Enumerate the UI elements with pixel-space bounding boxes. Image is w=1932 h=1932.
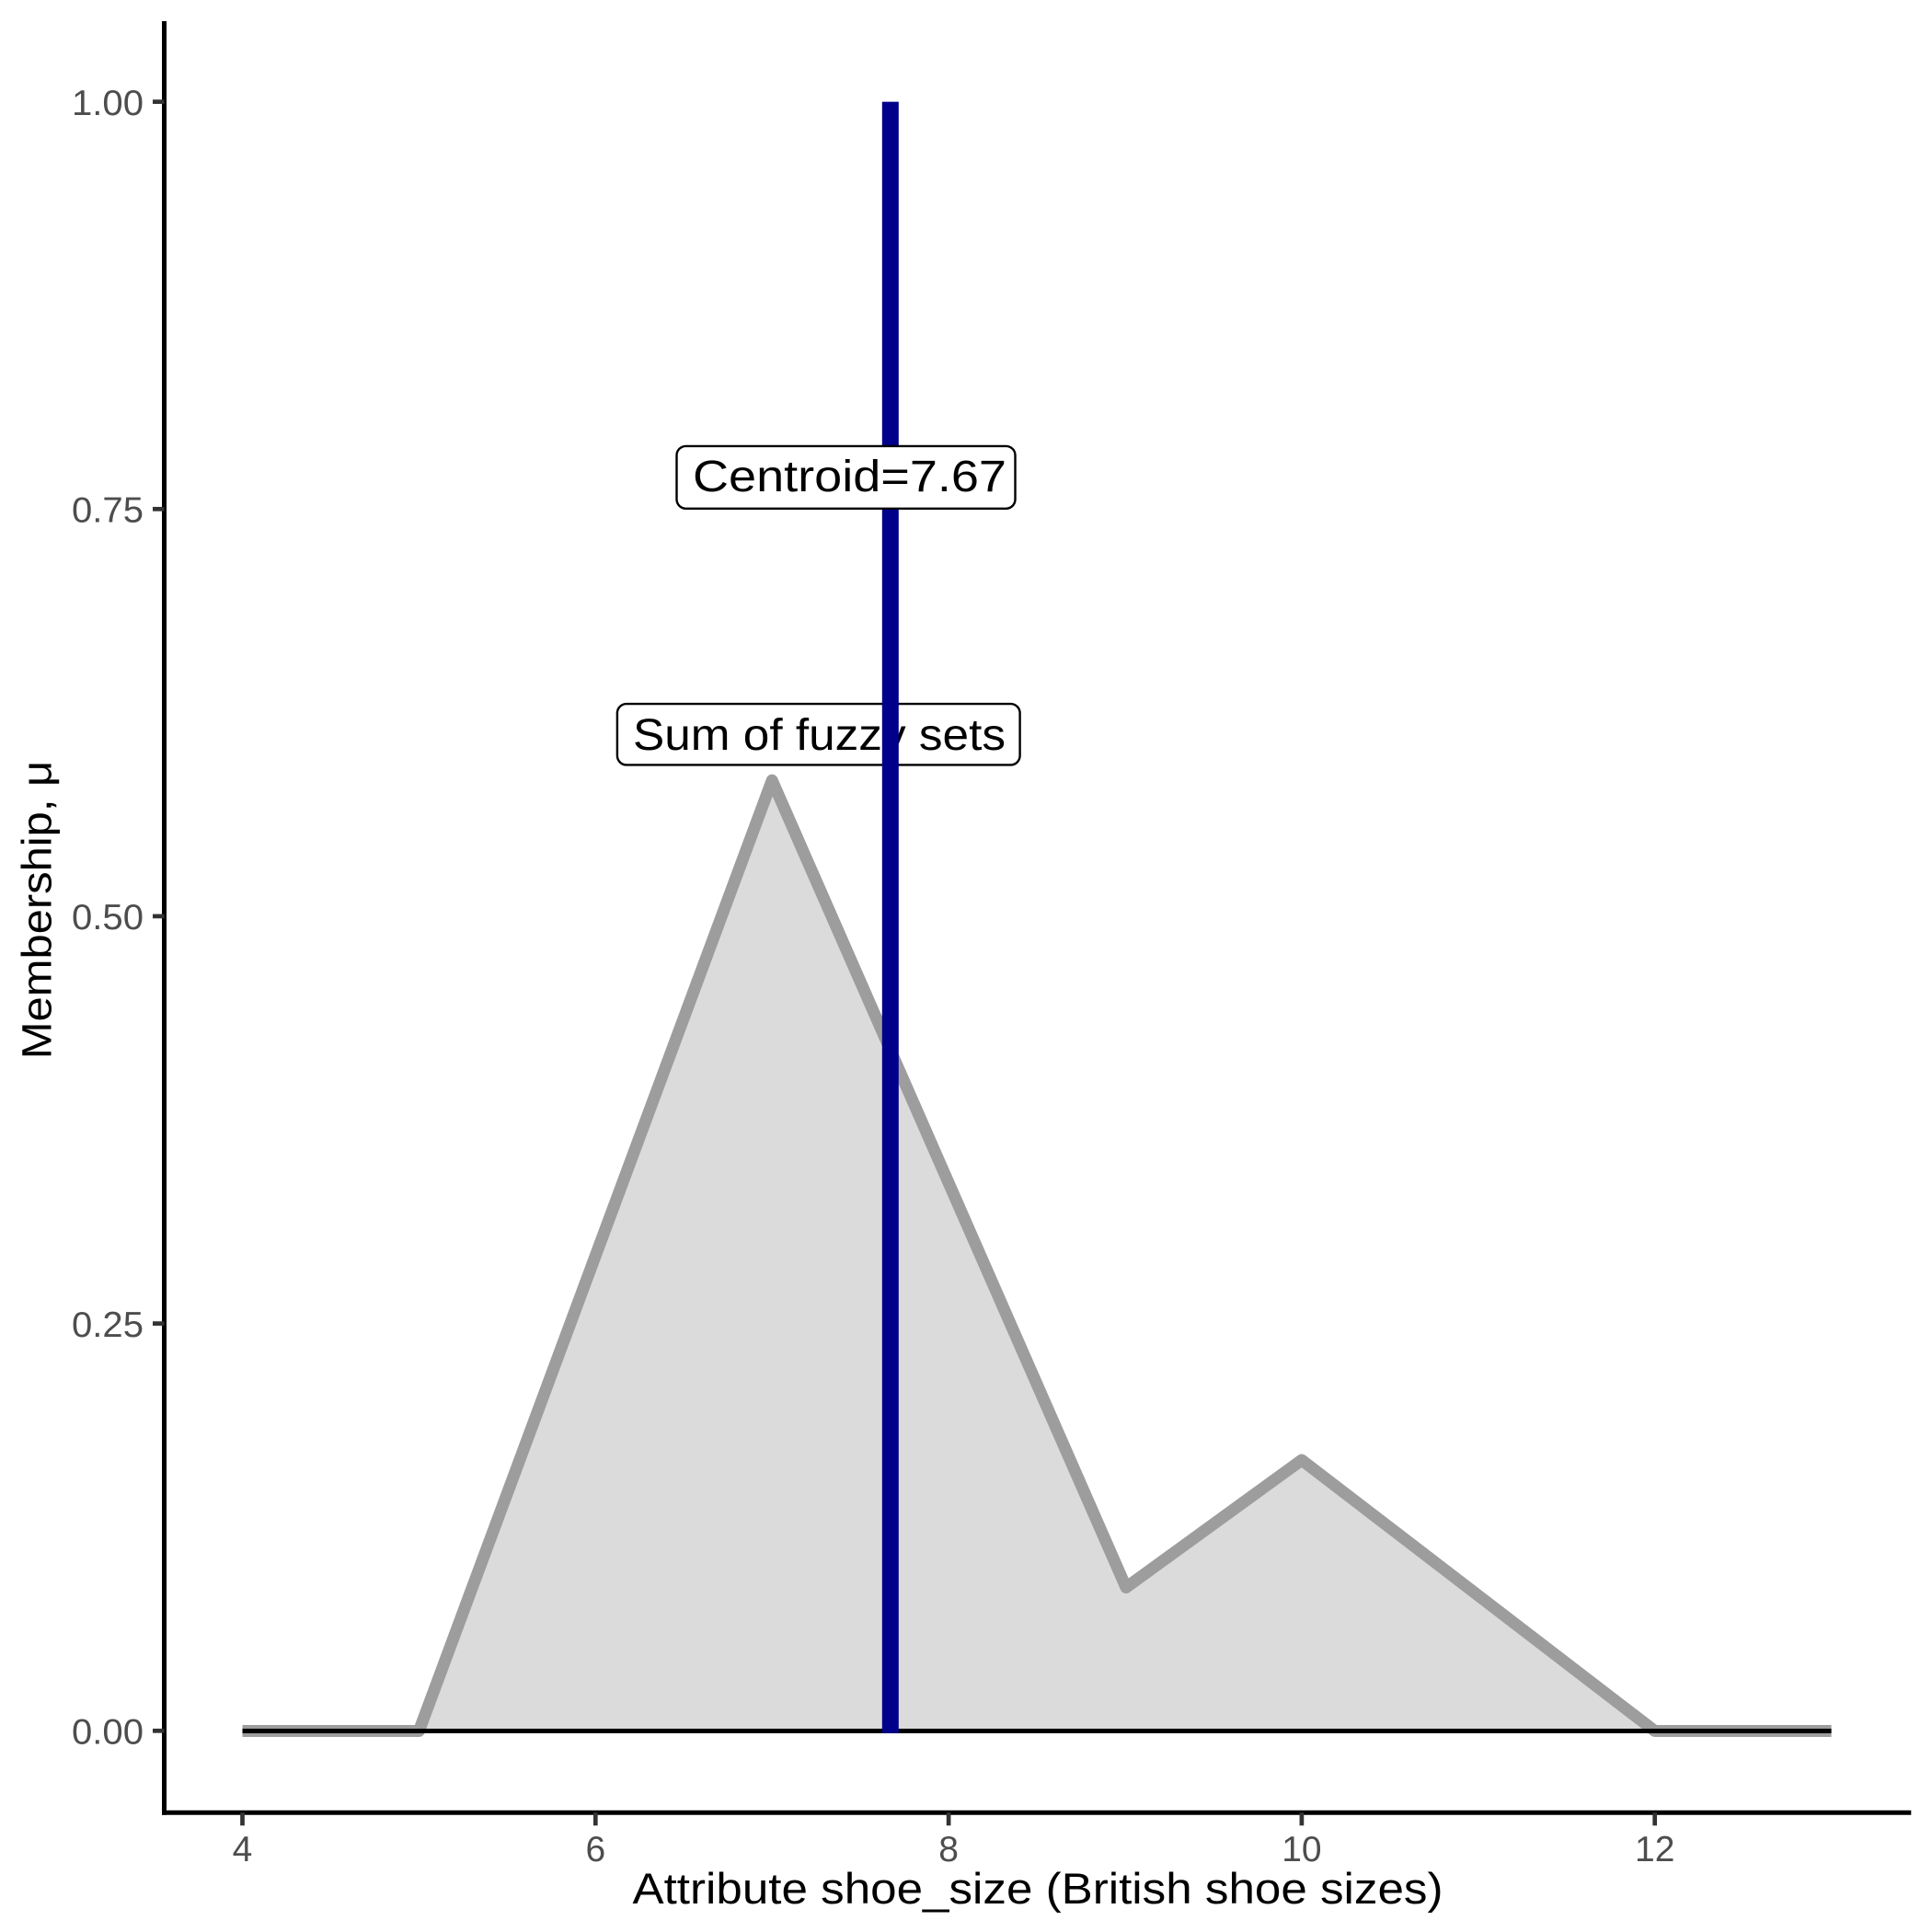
svg-text:0.75: 0.75 — [72, 491, 144, 531]
svg-text:0.00: 0.00 — [72, 1713, 144, 1753]
svg-text:8: 8 — [938, 1830, 959, 1869]
svg-text:0.25: 0.25 — [72, 1305, 144, 1345]
svg-text:10: 10 — [1282, 1830, 1321, 1869]
svg-text:Membership, μ: Membership, μ — [14, 761, 61, 1060]
svg-text:Sum of fuzzy sets: Sum of fuzzy sets — [633, 711, 1006, 760]
svg-text:1.00: 1.00 — [72, 84, 144, 123]
svg-text:6: 6 — [585, 1830, 605, 1869]
svg-text:Attribute shoe_size (British s: Attribute shoe_size (British shoe sizes) — [633, 1864, 1443, 1913]
svg-text:0.50: 0.50 — [72, 898, 144, 937]
svg-text:12: 12 — [1635, 1830, 1674, 1869]
svg-text:Centroid=7.67: Centroid=7.67 — [693, 453, 1006, 501]
svg-text:4: 4 — [233, 1830, 253, 1869]
